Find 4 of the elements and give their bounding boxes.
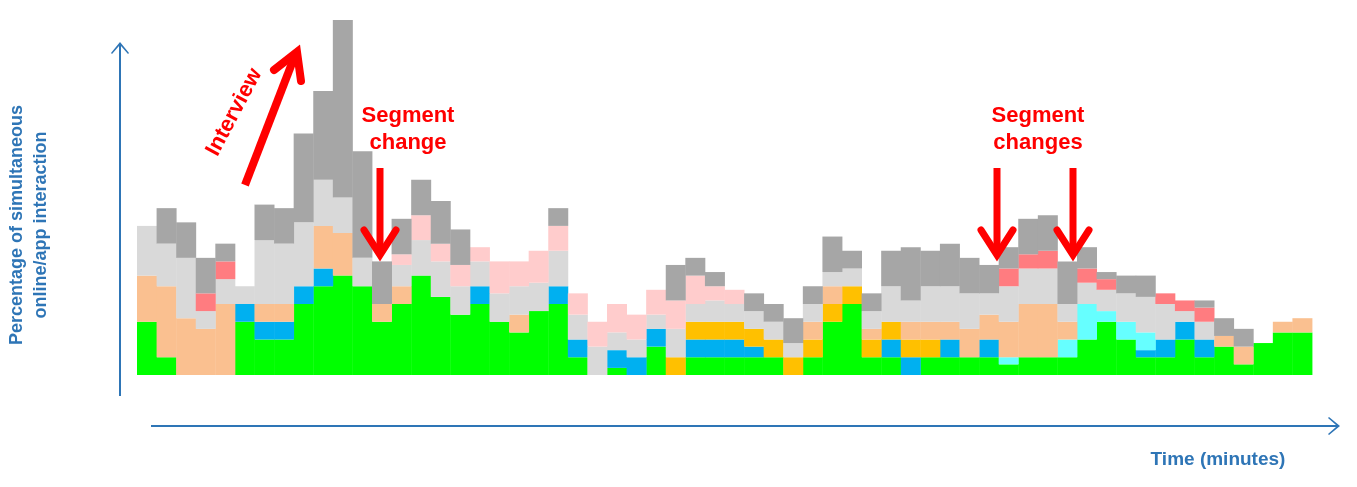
annotation: Segment change bbox=[360, 101, 456, 155]
annotation: Segment changes bbox=[990, 101, 1086, 155]
y-axis-title: Percentage of simultaneous online/app interaction bbox=[5, 103, 51, 348]
x-axis-title: Time (minutes) bbox=[1149, 448, 1287, 470]
